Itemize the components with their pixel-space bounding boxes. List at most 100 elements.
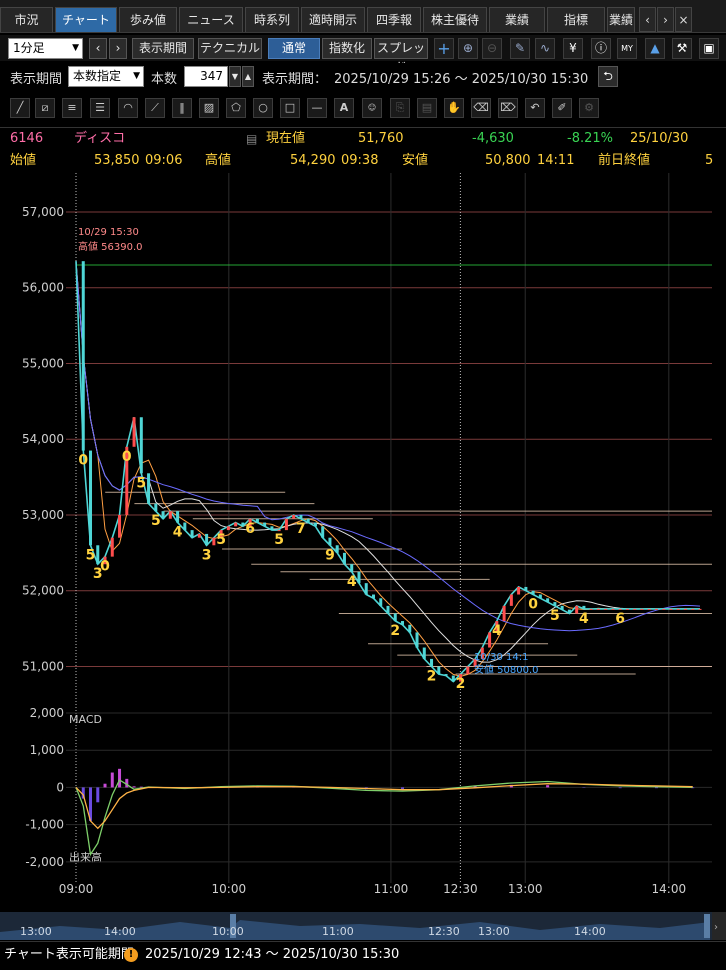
overview-handle-left[interactable] xyxy=(230,914,236,938)
hand-tool-icon[interactable]: ✋ xyxy=(444,98,464,118)
count-label: 本数 xyxy=(151,72,178,87)
tab-indicators[interactable]: 指標 xyxy=(547,7,605,32)
candle xyxy=(386,605,390,614)
high-value: 54,290 xyxy=(290,153,336,168)
tab-tick[interactable]: 歩み値 xyxy=(119,7,177,32)
tab-scroll-left-icon[interactable]: ‹ xyxy=(639,7,656,32)
candle xyxy=(618,608,622,610)
tab-chart[interactable]: チャート xyxy=(55,7,117,32)
tab-news[interactable]: ニュース xyxy=(179,7,243,32)
count-marker: 5 xyxy=(86,547,96,563)
candle xyxy=(335,545,339,553)
tab-timeseries[interactable]: 時系列 xyxy=(245,7,299,32)
overview-tick-label: 13:00 xyxy=(20,925,52,938)
tab-results[interactable]: 業績 xyxy=(489,7,545,32)
count-input[interactable]: 347 xyxy=(184,66,228,87)
hlines-tool-icon[interactable]: ≡ xyxy=(62,98,82,118)
period-label: 表示期間 xyxy=(10,72,63,87)
undo-tool-icon[interactable]: ↶ xyxy=(525,98,545,118)
status-label: チャート表示可能期間 xyxy=(4,947,134,962)
arc-tool-icon[interactable]: ◠ xyxy=(118,98,138,118)
fib-tool-icon[interactable]: ☰ xyxy=(90,98,110,118)
technical-button[interactable]: テクニカル xyxy=(198,38,262,59)
eraser-all-tool-icon[interactable]: ⌦ xyxy=(498,98,518,118)
tab-shikiho[interactable]: 四季報 xyxy=(367,7,421,32)
list-tool-icon[interactable]: ▤ xyxy=(417,98,437,118)
overview-right-icon[interactable]: › xyxy=(714,922,718,933)
stock-name: ディスコ xyxy=(74,131,126,146)
period-mode-select[interactable]: 本数指定 ▼ xyxy=(68,66,144,87)
plus-icon[interactable]: + xyxy=(434,38,454,59)
candle xyxy=(509,594,513,606)
ruler-tool-icon[interactable]: ⧄ xyxy=(35,98,55,118)
candle xyxy=(89,450,93,546)
doc-icon[interactable]: ▤ xyxy=(246,132,258,146)
tab-disclosure[interactable]: 適時開示 xyxy=(301,7,365,32)
zoom-out-icon[interactable]: ⊖ xyxy=(482,38,502,59)
display-period-button[interactable]: 表示期間 xyxy=(132,38,194,59)
settings-tool-icon[interactable]: ⚙ xyxy=(579,98,599,118)
fan-tool-icon[interactable]: ⟋ xyxy=(145,98,165,118)
price-tick-label: 57,000 xyxy=(22,205,64,219)
index-button[interactable]: 指数化 xyxy=(322,38,372,59)
tab-results-2[interactable]: 業績 xyxy=(607,7,635,32)
channel-tool-icon[interactable]: ▨ xyxy=(199,98,219,118)
refresh-icon[interactable]: ⮌ xyxy=(598,66,618,87)
next-button[interactable]: › xyxy=(109,38,127,59)
price-tick-label: 51,000 xyxy=(22,659,64,673)
info-icon[interactable]: ⓘ xyxy=(591,38,611,59)
candle xyxy=(357,571,361,584)
overview-scrollbar[interactable]: › 13:00 14:00 10:00 11:00 12:30 13:00 14:00 xyxy=(0,912,726,940)
tab-scroll-right-icon[interactable]: › xyxy=(657,7,674,32)
candle xyxy=(546,598,550,603)
interval-select[interactable]: 1分足 ▼ xyxy=(8,38,83,59)
pen-icon[interactable]: ✎ xyxy=(510,38,530,59)
close-icon[interactable]: × xyxy=(675,7,692,32)
candle xyxy=(488,632,492,648)
vlines-tool-icon[interactable]: ‖ xyxy=(172,98,192,118)
overview-handle-right[interactable] xyxy=(704,914,710,938)
yen-icon[interactable]: ¥ xyxy=(563,38,583,59)
prev-button[interactable]: ‹ xyxy=(89,38,107,59)
text-tool-icon[interactable]: A xyxy=(334,98,354,118)
time-tick-label: 12:30 xyxy=(443,882,478,896)
time-tick-label: 09:00 xyxy=(59,882,94,896)
circle-tool-icon[interactable]: ○ xyxy=(253,98,273,118)
price-chart[interactable]: 10/29 15:30 高値 56390.0 10/30 14:1 安値 508… xyxy=(0,173,726,911)
quote-date: 25/10/30 xyxy=(630,131,689,146)
tab-market[interactable]: 市況 xyxy=(0,7,53,32)
hline-tool-icon[interactable]: — xyxy=(307,98,327,118)
candle xyxy=(393,613,397,622)
candle xyxy=(299,514,303,519)
candle xyxy=(422,647,426,659)
count-marker: 4 xyxy=(492,623,502,639)
candle xyxy=(292,514,296,519)
lock-tool-icon[interactable]: ✐ xyxy=(552,98,572,118)
candle xyxy=(132,417,136,447)
macd-signal-line xyxy=(75,783,693,830)
tab-yutai[interactable]: 株主優待 xyxy=(423,7,487,32)
zoom-in-icon[interactable]: ⊕ xyxy=(458,38,478,59)
count-up-icon[interactable]: ▲ xyxy=(242,66,254,87)
candle xyxy=(342,552,346,565)
candle xyxy=(118,514,122,538)
eraser-tool-icon[interactable]: ⌫ xyxy=(471,98,491,118)
stamp-tool-icon[interactable]: ☺ xyxy=(362,98,382,118)
line-tool-icon[interactable]: ╱ xyxy=(10,98,30,118)
normal-button[interactable]: 通常 xyxy=(268,38,320,59)
rect-tool-icon[interactable]: □ xyxy=(280,98,300,118)
overview-scroll-right[interactable] xyxy=(712,912,726,940)
count-marker: 5 xyxy=(274,532,284,548)
paste-tool-icon[interactable]: ⎘ xyxy=(390,98,410,118)
candle xyxy=(437,666,441,675)
area-chart-icon[interactable]: ▲ xyxy=(645,38,665,59)
low-value: 50,800 xyxy=(485,153,531,168)
pentagon-tool-icon[interactable]: ⬠ xyxy=(226,98,246,118)
period-mode-value: 本数指定 xyxy=(73,69,122,83)
count-down-icon[interactable]: ▼ xyxy=(229,66,241,87)
spread-button[interactable]: スプレッド xyxy=(374,38,428,74)
window-icon[interactable]: ▣ xyxy=(699,38,719,59)
wrench-icon[interactable]: ⚒ xyxy=(672,38,692,59)
chart-pattern-icon[interactable]: ∿ xyxy=(535,38,555,59)
my-icon[interactable]: MY xyxy=(617,38,637,59)
